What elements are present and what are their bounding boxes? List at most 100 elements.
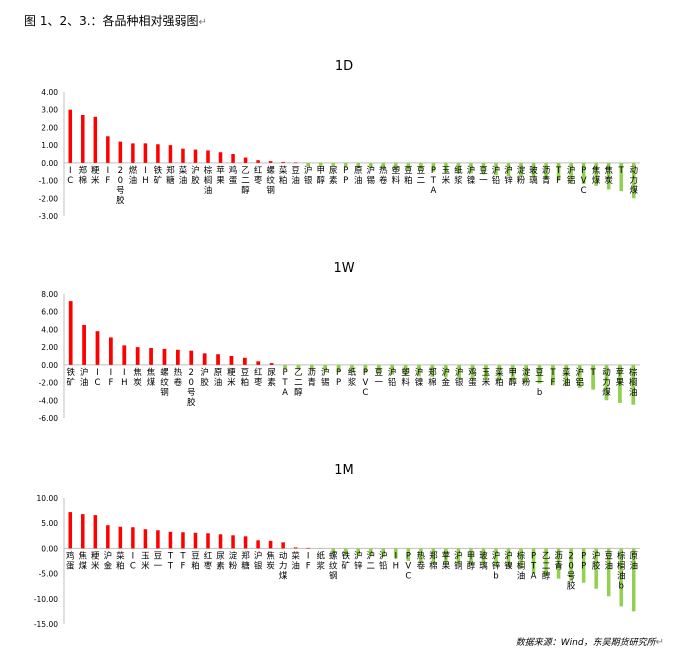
x-category-label: 2 0 号胶 bbox=[187, 368, 196, 408]
y-tick-label: 2.00 bbox=[41, 343, 58, 352]
bar-negative bbox=[544, 548, 548, 577]
x-category-label: 红枣 bbox=[254, 165, 263, 186]
x-category-label: 郑棉 bbox=[79, 165, 88, 186]
return-mark-icon: ↵ bbox=[198, 17, 207, 28]
chart-panel-1d: 1D 4.00 3.00 2.00 1.00 0.00 -1.00 -2.00 -3.00 I C 郑… bbox=[0, 58, 688, 228]
bar-positive bbox=[216, 354, 220, 365]
x-category-label: 沪锡 bbox=[367, 165, 376, 186]
x-category-label: 菜粕 bbox=[279, 165, 288, 186]
x-category-label: T bbox=[590, 368, 597, 378]
chart-title: 1D bbox=[335, 59, 353, 74]
x-category-label: 沪银 bbox=[455, 367, 464, 388]
x-category-label: 热卷 bbox=[379, 165, 388, 186]
x-category-label: 豆一 bbox=[154, 551, 163, 571]
bar-negative bbox=[318, 548, 323, 549]
bar-negative bbox=[564, 364, 569, 387]
bar-negative bbox=[456, 548, 461, 565]
bar-negative bbox=[309, 364, 314, 371]
x-category-label: 豆二 bbox=[417, 166, 426, 186]
x-category-label: 菜粕 bbox=[495, 367, 504, 388]
x-category-label: 郑糖 bbox=[241, 550, 250, 571]
x-category-label: 动力煤 bbox=[602, 367, 611, 398]
bar-negative bbox=[569, 548, 573, 582]
x-category-label: 沪胶 bbox=[191, 165, 200, 186]
x-category-label: 豆油 bbox=[291, 166, 300, 186]
bar-negative bbox=[283, 364, 287, 370]
bar-positive bbox=[306, 547, 310, 549]
chart-1w: 1W8.006.004.002.000.00-2.00-4.00-6.00铁矿沪… bbox=[39, 261, 640, 423]
x-category-label: 螺纹钢 bbox=[160, 367, 169, 398]
bar-positive bbox=[231, 535, 235, 549]
bar-negative bbox=[631, 364, 636, 405]
x-category-label: 红枣 bbox=[254, 367, 263, 388]
bar-negative bbox=[417, 364, 421, 377]
bar-positive bbox=[206, 533, 210, 549]
bar-positive bbox=[82, 325, 86, 365]
bar-positive bbox=[206, 150, 210, 163]
x-category-label: 玻璃 bbox=[479, 550, 488, 571]
x-category-label: 沪镍 bbox=[504, 550, 513, 571]
bar-negative bbox=[469, 548, 473, 565]
y-tick-label: 2.00 bbox=[41, 123, 58, 132]
x-category-label: 沪铅 bbox=[379, 550, 388, 571]
x-category-label: 沪油 bbox=[80, 367, 89, 388]
bar-negative bbox=[431, 162, 436, 172]
x-category-label: 沪锡 bbox=[321, 367, 330, 388]
figure-caption-text: 图 1、2、3.：各品种相对强弱图 bbox=[24, 14, 199, 28]
x-category-label: 沥青 bbox=[554, 551, 563, 571]
bar-negative bbox=[296, 364, 301, 370]
x-category-label: 燃油 bbox=[129, 165, 138, 186]
x-category-label: 原油 bbox=[214, 368, 223, 388]
bar-negative bbox=[318, 162, 323, 167]
y-tick-label: -2.00 bbox=[39, 194, 59, 203]
bar-negative bbox=[594, 548, 598, 589]
y-tick-label: -15.00 bbox=[34, 620, 58, 629]
bar-positive bbox=[281, 542, 285, 549]
bar-positive bbox=[256, 160, 260, 163]
bar-positive bbox=[293, 162, 298, 164]
bar-negative bbox=[381, 548, 386, 557]
bar-positive bbox=[193, 149, 198, 163]
x-category-label: 铁矿 bbox=[341, 550, 350, 571]
bar-positive bbox=[143, 529, 148, 549]
x-category-label: 沪胶 bbox=[592, 550, 601, 571]
x-category-label: 菜油 bbox=[291, 550, 300, 571]
x-category-label: 焦煤 bbox=[79, 550, 88, 571]
y-tick-label: 10.00 bbox=[37, 494, 59, 503]
x-category-label: 2 0 号胶 bbox=[567, 551, 576, 591]
bar-positive bbox=[135, 347, 140, 365]
chart-panel-1w: 1W 8.00 6.00 4.00 2.00 0.00 -2.00 -4.00 -6.00 铁矿沪… bbox=[0, 260, 688, 430]
x-category-label: 热卷 bbox=[174, 367, 183, 388]
x-category-label: 沪二 bbox=[367, 550, 376, 571]
x-category-label: 淀粉 bbox=[229, 550, 238, 571]
bar-negative bbox=[524, 364, 529, 383]
bar-negative bbox=[569, 162, 573, 183]
bar-negative bbox=[343, 548, 348, 555]
x-category-label: 菜粕 bbox=[116, 550, 125, 571]
bar-positive bbox=[269, 363, 274, 365]
x-category-label: 淀粉 bbox=[517, 165, 526, 186]
x-category-label: 鸡蛋 bbox=[468, 367, 477, 388]
bar-positive bbox=[156, 144, 160, 163]
bar-negative bbox=[619, 162, 623, 192]
x-category-label: 焦炭 bbox=[266, 550, 275, 571]
x-category-label: 鸡蛋 bbox=[66, 550, 75, 571]
x-category-label: 焦煤 bbox=[147, 367, 156, 388]
bar-positive bbox=[93, 515, 98, 549]
x-category-label: 棕榈油 bbox=[629, 367, 638, 398]
bar-positive bbox=[106, 525, 110, 549]
